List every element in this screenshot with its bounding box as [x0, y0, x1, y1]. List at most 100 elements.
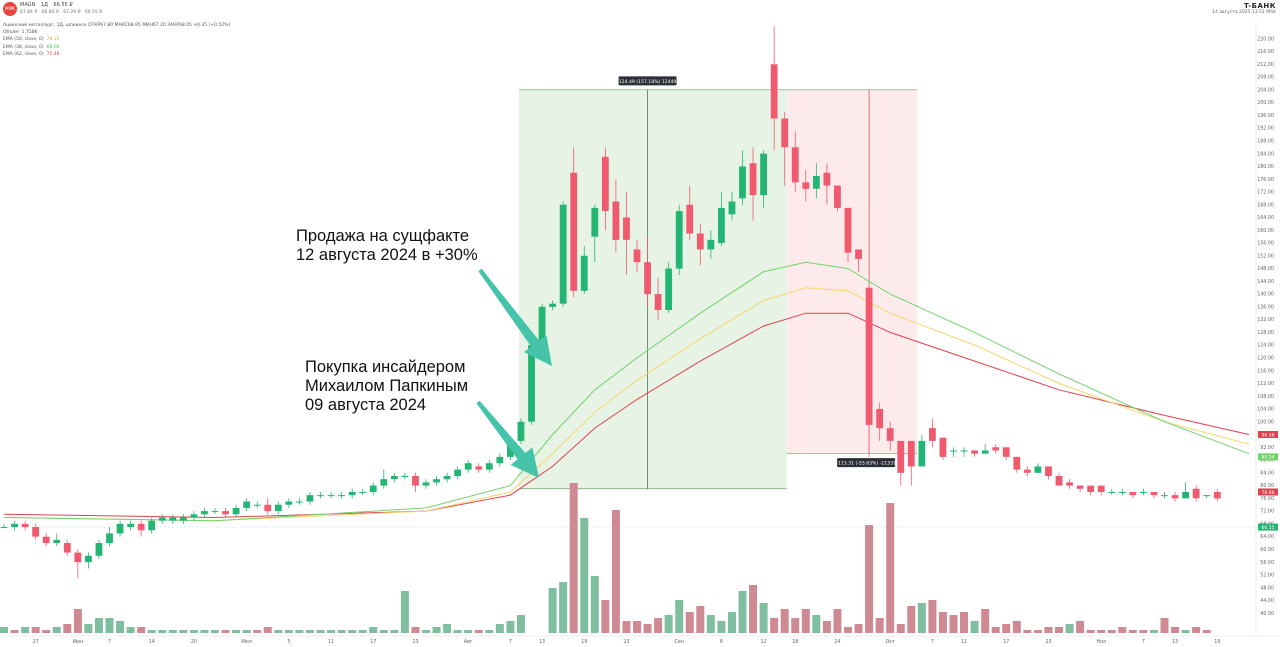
volume-bar — [1002, 624, 1011, 633]
candle — [179, 517, 187, 521]
candle — [338, 495, 345, 497]
candle — [654, 294, 662, 311]
buy-annotation: Покупка инсайдером Михаилом Папкиным 09 … — [305, 358, 469, 414]
volume-bar — [105, 618, 114, 633]
volume-bar — [305, 630, 314, 633]
volume-bar — [0, 627, 8, 633]
candle — [369, 485, 377, 492]
volume-bar — [147, 630, 156, 633]
volume-bar — [548, 588, 557, 633]
y-tick-label: 52.00 — [1260, 573, 1274, 579]
volume-bar — [569, 483, 578, 633]
volume-bar — [622, 621, 631, 633]
interval-label[interactable]: 1Д — [40, 2, 48, 8]
legend-ema3-row[interactable]: EMA (62, close, 0) 71.46 — [3, 51, 230, 58]
candle — [538, 306, 546, 346]
candle — [253, 504, 261, 506]
y-tick-label: 188.00 — [1257, 138, 1274, 144]
candle — [264, 504, 272, 512]
x-tick-label: 7 — [931, 639, 934, 645]
candle — [728, 201, 736, 215]
volume-bar — [200, 630, 209, 633]
volume-bar — [759, 603, 768, 633]
candle — [886, 428, 894, 441]
x-tick-label: 12 — [761, 639, 767, 645]
candle — [74, 552, 82, 563]
volume-bar — [1107, 630, 1116, 633]
volume-bar — [253, 630, 262, 633]
y-tick-label: 164.00 — [1257, 215, 1274, 221]
y-tick-label: 92.00 — [1260, 445, 1274, 451]
candle — [390, 476, 398, 480]
volume-bar — [1202, 630, 1211, 633]
volume-bar — [685, 612, 694, 633]
volume-bar — [833, 609, 842, 633]
x-tick-label: 14 — [149, 639, 155, 645]
volume-bar — [274, 630, 283, 633]
legend-ema2-row[interactable]: EMA (38, close, 0) 69.00 — [3, 44, 230, 51]
volume-bar — [516, 615, 525, 633]
candle — [317, 495, 324, 497]
volume-bar — [643, 624, 652, 633]
candle — [1161, 495, 1168, 497]
svg-text:-113.31 (-55.63%) -11331: -113.31 (-55.63%) -11331 — [836, 461, 896, 467]
candle — [148, 520, 156, 531]
legend-volume-row[interactable]: Объём 1.758K — [3, 29, 230, 36]
candle — [559, 204, 567, 304]
y-tick-label: 116.00 — [1257, 368, 1274, 374]
x-tick-label: 7 — [509, 639, 512, 645]
x-tick-label: 5 — [287, 639, 290, 645]
volume-bar — [854, 624, 863, 633]
svg-text:124.49 (157.18%) 12449: 124.49 (157.18%) 12449 — [619, 79, 677, 85]
y-tick-label: 48.00 — [1260, 585, 1274, 591]
price-box-4: 66.55 ₽ — [84, 10, 103, 15]
y-tick-label: 88.00 — [1260, 458, 1274, 464]
volume-bar — [896, 624, 905, 633]
candle — [1171, 495, 1179, 499]
candle — [791, 147, 799, 183]
candle — [665, 268, 673, 311]
volume-bar — [1012, 621, 1021, 633]
volume-bar — [369, 627, 378, 633]
y-tick-label: 56.00 — [1260, 560, 1274, 566]
volume-bar — [316, 630, 325, 633]
volume-bar — [1033, 630, 1042, 633]
legend-title-row: Ашинский металлург, 1Д, шпкинск ОТКР67.8… — [3, 23, 231, 28]
ticker-symbol[interactable]: MAGN — [20, 2, 36, 8]
y-tick-label: 100.00 — [1257, 419, 1274, 425]
candle — [1076, 485, 1084, 489]
volume-bar — [1044, 627, 1053, 633]
candle — [1087, 485, 1095, 492]
x-tick-label: 11 — [961, 639, 967, 645]
x-tick-label: Ноя — [1096, 639, 1106, 645]
candle — [918, 440, 926, 467]
candle — [1055, 476, 1063, 486]
volume-bar — [422, 630, 430, 633]
volume-bar — [928, 600, 937, 633]
candle — [950, 450, 957, 452]
legend-ema1-row[interactable]: EMA (50, close, 0) 78.35 — [3, 36, 230, 43]
volume-bar — [907, 606, 916, 633]
candle — [485, 463, 493, 470]
volume-bar — [495, 624, 504, 633]
y-tick-label: 76.00 — [1260, 496, 1274, 502]
candle — [454, 469, 462, 476]
candle — [633, 249, 641, 263]
volume-bar — [822, 621, 831, 633]
y-tick-label: 152.00 — [1257, 253, 1274, 259]
candle — [865, 287, 873, 425]
y-tick-label: 124.00 — [1257, 343, 1274, 349]
y-tick-label: 60.00 — [1260, 547, 1274, 553]
volume-bar — [506, 621, 515, 633]
y-tick-label: 200.00 — [1257, 100, 1274, 106]
x-tick-label: Июл — [241, 639, 252, 645]
candle — [601, 156, 609, 212]
candle — [812, 176, 820, 189]
ema-62-line — [3, 312, 1250, 519]
price-tag-label: 89.54 — [1262, 455, 1275, 461]
candle — [1045, 466, 1052, 476]
x-tick-label: 23 — [623, 639, 629, 645]
volume-label: Объём — [3, 30, 19, 36]
ticker-subline: 67.84 ₽ 66.80 ₽ 67.29 ₽ 66.55 ₽ — [20, 10, 105, 15]
